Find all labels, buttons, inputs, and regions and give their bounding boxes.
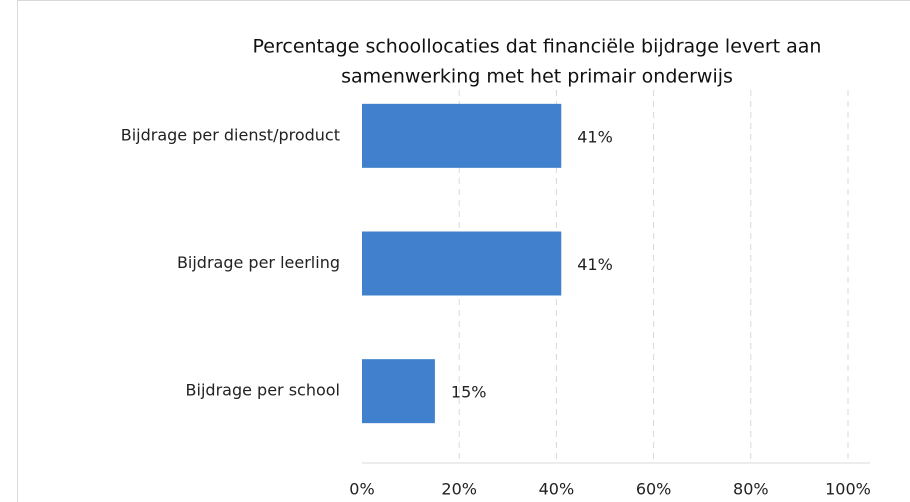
data-label: 41%: [577, 255, 613, 274]
y-tick-label: Bijdrage per dienst/product: [121, 125, 340, 144]
y-tick-label: Bijdrage per leerling: [177, 253, 340, 272]
chart-title: Percentage schoollocaties dat financiële…: [253, 36, 822, 58]
bar: [362, 103, 562, 168]
x-tick-label: 60%: [636, 480, 672, 499]
x-tick-label: 40%: [539, 480, 575, 499]
y-tick-label: Bijdrage per school: [186, 381, 340, 400]
chart-title: samenwerking met het primair onderwijs: [341, 66, 733, 88]
bar: [362, 231, 562, 296]
x-tick-label: 20%: [441, 480, 477, 499]
x-tick-label: 0%: [349, 480, 374, 499]
x-tick-label: 100%: [825, 480, 871, 499]
x-tick-label: 80%: [733, 480, 769, 499]
bar: [362, 359, 435, 424]
data-label: 15%: [451, 383, 487, 402]
data-label: 41%: [577, 127, 613, 146]
